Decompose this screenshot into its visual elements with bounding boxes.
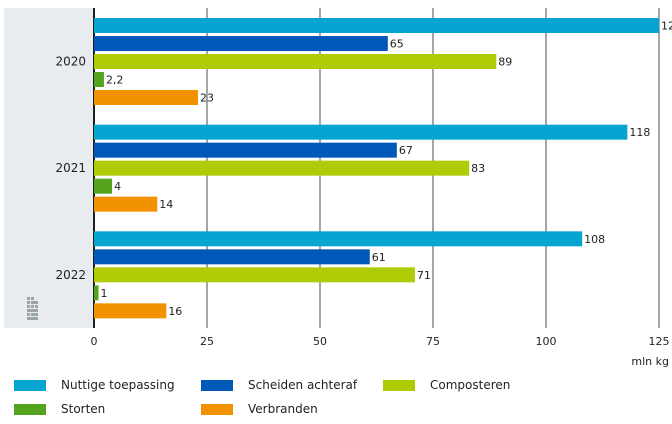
bar-value-label: 89 <box>498 56 512 69</box>
bar <box>94 160 470 176</box>
bar <box>94 72 104 87</box>
bar <box>94 285 99 301</box>
category-label: 2022 <box>55 268 86 282</box>
x-tick-label: 125 <box>649 335 670 348</box>
legend-item: Nuttige toepassing <box>14 376 175 394</box>
legend-swatch <box>14 379 46 391</box>
legend-swatch <box>14 403 46 415</box>
bar <box>94 303 167 319</box>
legend-label: Nuttige toepassing <box>61 378 175 392</box>
bar <box>94 124 628 140</box>
bar-value-label: 14 <box>159 198 173 211</box>
bar-value-label: 125 <box>661 20 672 33</box>
bar-value-label: 71 <box>417 269 431 282</box>
bar <box>94 18 659 33</box>
bar-value-label: 1 <box>101 287 108 300</box>
bar <box>94 249 370 265</box>
legend-item: Composteren <box>383 376 510 394</box>
legend-item: Verbranden <box>201 400 318 418</box>
legend-label: Composteren <box>430 378 511 392</box>
legend-label: Verbranden <box>248 402 318 416</box>
x-tick-label: 100 <box>536 335 557 348</box>
bar-labels: 125 65 89 2,2 23 118 67 83 4 14 108 61 71 1 16 <box>101 20 672 318</box>
bar <box>94 178 113 194</box>
bar <box>94 54 497 69</box>
x-tick-label: 0 <box>91 335 98 348</box>
bar <box>94 90 198 105</box>
bar-value-label: 2,2 <box>106 74 124 87</box>
legend-swatch <box>201 403 233 415</box>
legend-item: Scheiden achteraf <box>201 376 357 394</box>
bar <box>94 267 415 283</box>
x-tick-labels: 0 25 50 75 100 125 <box>91 335 670 348</box>
bar-value-label: 4 <box>114 180 121 193</box>
unit-label: mln kg <box>631 355 669 368</box>
bar-value-label: 83 <box>471 162 485 175</box>
bar <box>94 196 158 212</box>
bar <box>94 231 583 247</box>
legend-item: Storten <box>14 400 105 418</box>
bar-value-label: 61 <box>372 251 386 264</box>
bar-value-label: 67 <box>399 144 413 157</box>
bar-value-label: 23 <box>200 92 214 105</box>
bar-value-label: 65 <box>390 38 404 51</box>
plot-background <box>4 8 93 328</box>
legend-swatch <box>201 379 233 391</box>
x-tick-label: 25 <box>200 335 214 348</box>
bar <box>94 142 397 158</box>
category-label: 2021 <box>55 161 86 175</box>
bar-value-label: 108 <box>584 233 605 246</box>
bars <box>94 18 659 319</box>
x-tick-label: 50 <box>313 335 327 348</box>
cbs-logo-icon <box>27 297 38 320</box>
category-label: 2020 <box>55 55 86 69</box>
legend-label: Storten <box>61 402 106 416</box>
bar-value-label: 16 <box>168 305 182 318</box>
legend-swatch <box>383 379 415 391</box>
bar <box>94 36 388 51</box>
x-tick-label: 75 <box>426 335 440 348</box>
legend-label: Scheiden achteraf <box>248 378 358 392</box>
category-labels: 2020 2021 2022 <box>55 55 86 282</box>
bar-value-label: 118 <box>629 126 650 139</box>
